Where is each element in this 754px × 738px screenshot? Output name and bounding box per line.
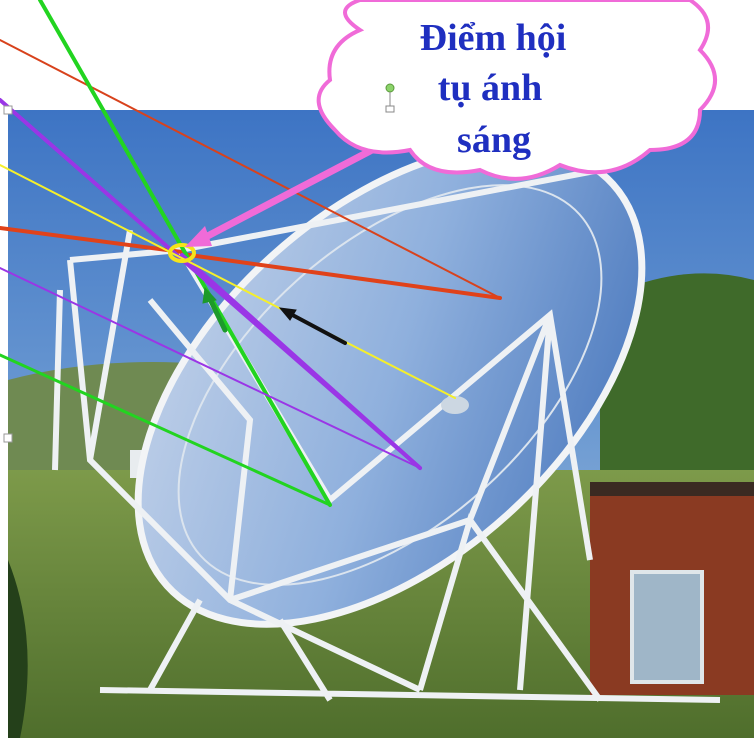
callout-line: sáng (457, 119, 531, 161)
handle (4, 434, 12, 442)
handle (4, 106, 12, 114)
callout-line: tụ ánh (438, 67, 543, 109)
slide: Điểm hội tụ ánh sáng (0, 0, 754, 738)
building (590, 482, 754, 695)
callout-line: Điểm hội (420, 17, 567, 59)
